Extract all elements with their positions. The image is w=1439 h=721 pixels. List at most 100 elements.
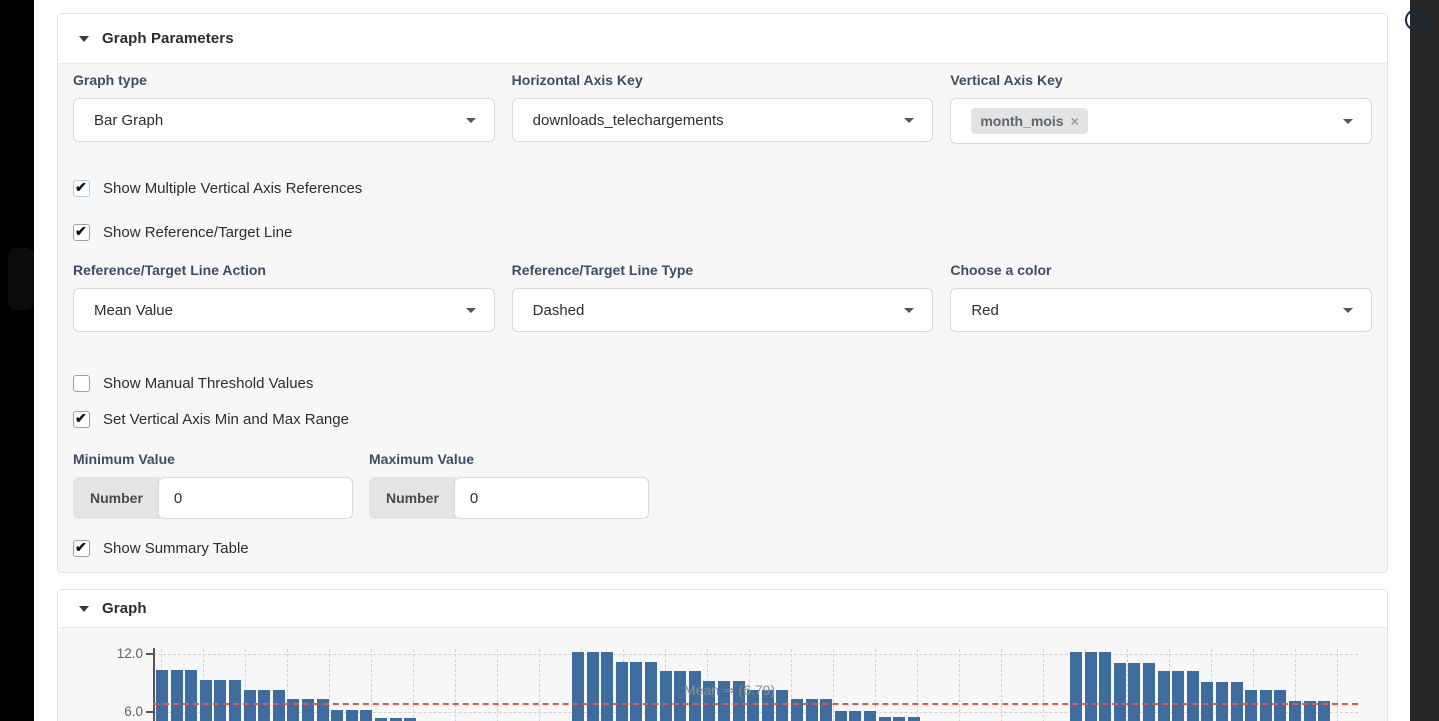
- multi-refs-checkbox[interactable]: ✔: [73, 179, 90, 197]
- ref-action-select[interactable]: Mean Value: [73, 288, 495, 332]
- caret-down-icon: [1342, 307, 1353, 313]
- background-accent: [8, 248, 34, 310]
- summary-table-label: Show Summary Table: [103, 540, 249, 557]
- maximum-value-input[interactable]: [453, 477, 649, 519]
- chart-bar: [674, 671, 687, 721]
- ref-action-field: Reference/Target Line Action Mean Value: [73, 262, 495, 332]
- vertical-gridline: [791, 649, 792, 721]
- multi-refs-label: Show Multiple Vertical Axis References: [103, 180, 363, 197]
- chart-bar: [1201, 681, 1214, 721]
- ref-type-select[interactable]: Dashed: [511, 288, 934, 332]
- axis-key-tag: month_mois ×: [971, 108, 1088, 134]
- vertical-gridline: [1127, 649, 1128, 721]
- maximum-value-field: Maximum Value Number: [369, 451, 649, 519]
- chart-bar: [404, 718, 417, 721]
- minmax-inputs-row: Minimum Value Number Maximum Value Numbe…: [73, 451, 1372, 519]
- color-select[interactable]: Red: [950, 288, 1372, 332]
- panel-title: Graph Parameters: [102, 30, 234, 47]
- vertical-gridline: [329, 649, 330, 721]
- remove-tag-icon[interactable]: ×: [1070, 113, 1079, 129]
- minmax-label: Set Vertical Axis Min and Max Range: [103, 411, 349, 428]
- chart-bar: [1245, 690, 1258, 721]
- panel-title: Graph: [102, 600, 147, 617]
- caret-down-icon: [465, 307, 476, 313]
- manual-threshold-label: Show Manual Threshold Values: [103, 375, 314, 392]
- graph-parameters-body: Graph type Bar Graph Horizontal Axis Key…: [58, 64, 1387, 557]
- graph-parameters-panel: Graph Parameters Graph type Bar Graph Ho…: [57, 13, 1388, 573]
- vertical-gridline: [371, 649, 372, 721]
- summary-table-checkbox[interactable]: ✔: [73, 539, 90, 557]
- chart-bar: [170, 670, 183, 721]
- chart-bar: [834, 710, 847, 721]
- minmax-checkbox-row: ✔ Set Vertical Axis Min and Max Range: [73, 410, 1372, 428]
- graph-header[interactable]: Graph: [58, 590, 1387, 628]
- checkmark-icon: ✔: [75, 410, 87, 426]
- horizontal-axis-label: Horizontal Axis Key: [511, 72, 643, 88]
- y-tick-mark: [146, 653, 153, 655]
- chart-bar: [389, 718, 402, 721]
- ref-type-field: Reference/Target Line Type Dashed: [511, 262, 934, 332]
- desktop-background-right: [1410, 0, 1439, 721]
- manual-threshold-checkbox[interactable]: ✔: [73, 375, 90, 392]
- caret-down-icon: [465, 117, 476, 123]
- vertical-axis-field: Vertical Axis Key month_mois ×: [950, 72, 1372, 144]
- horizontal-axis-field: Horizontal Axis Key downloads_telecharge…: [511, 72, 934, 144]
- vertical-gridline: [539, 649, 540, 721]
- color-value: Red: [971, 301, 999, 319]
- vertical-gridline: [833, 649, 834, 721]
- chart-bar: [1303, 701, 1316, 721]
- vertical-gridline: [497, 649, 498, 721]
- axis-key-tag-label: month_mois: [980, 113, 1064, 129]
- mean-reference-line: [153, 703, 1358, 706]
- chart-bar: [156, 670, 168, 721]
- vertical-axis-multiselect[interactable]: month_mois ×: [950, 98, 1372, 144]
- ref-line-label: Show Reference/Target Line: [103, 224, 293, 241]
- color-label: Choose a color: [950, 262, 1052, 278]
- minimum-value-label: Minimum Value: [73, 451, 175, 467]
- caret-down-icon: [904, 307, 915, 313]
- chart-bar: [645, 661, 657, 721]
- graph-parameters-header[interactable]: Graph Parameters: [58, 14, 1387, 64]
- minimum-value-group: Number: [73, 477, 353, 519]
- chart-bar: [1084, 652, 1097, 721]
- vertical-gridline: [287, 649, 288, 721]
- ref-type-label: Reference/Target Line Type: [511, 262, 694, 278]
- collapse-triangle-icon: [79, 35, 89, 42]
- chart-bar: [659, 671, 672, 721]
- checkmark-icon: ✔: [75, 539, 87, 555]
- reference-fields-row: Reference/Target Line Action Mean Value …: [73, 262, 1372, 332]
- checkmark-icon: ✔: [75, 223, 87, 239]
- chart-bar: [688, 671, 701, 721]
- caret-down-icon: [1342, 118, 1353, 124]
- checkmark-icon: ✔: [75, 179, 87, 195]
- summary-table-checkbox-row: ✔ Show Summary Table: [73, 539, 1372, 557]
- chart-bar: [601, 652, 614, 721]
- axis-fields-row: Graph type Bar Graph Horizontal Axis Key…: [73, 72, 1372, 144]
- mean-line-label: Mean ⇒ (6.79): [684, 682, 776, 699]
- graph-type-label: Graph type: [73, 72, 147, 88]
- horizontal-gridline: [153, 654, 1358, 655]
- vertical-gridline: [1337, 649, 1338, 721]
- chart-bar: [1186, 671, 1199, 721]
- chart-bar: [586, 652, 599, 721]
- y-axis-line: [153, 648, 155, 721]
- chart-bar: [1070, 652, 1082, 721]
- ref-line-checkbox-row: ✔ Show Reference/Target Line: [73, 223, 1372, 241]
- vertical-gridline: [1001, 649, 1002, 721]
- help-icon[interactable]: ?: [1405, 9, 1427, 31]
- ref-action-label: Reference/Target Line Action: [73, 262, 266, 278]
- chart-bar: [243, 689, 256, 721]
- chart-bar: [893, 717, 906, 721]
- maximum-value-group: Number: [369, 477, 649, 519]
- minimum-value-input[interactable]: [157, 477, 353, 519]
- chart-bar: [1128, 662, 1141, 721]
- chart-bar: [630, 661, 643, 721]
- vertical-axis-tags: month_mois ×: [971, 108, 1335, 134]
- chart-bar: [615, 661, 628, 721]
- chart-bar: [214, 679, 227, 721]
- ref-line-checkbox[interactable]: ✔: [73, 223, 90, 241]
- desktop-background-left: [0, 0, 34, 721]
- horizontal-axis-select[interactable]: downloads_telechargements: [511, 98, 934, 142]
- graph-type-select[interactable]: Bar Graph: [73, 98, 495, 142]
- minmax-checkbox[interactable]: ✔: [73, 410, 90, 428]
